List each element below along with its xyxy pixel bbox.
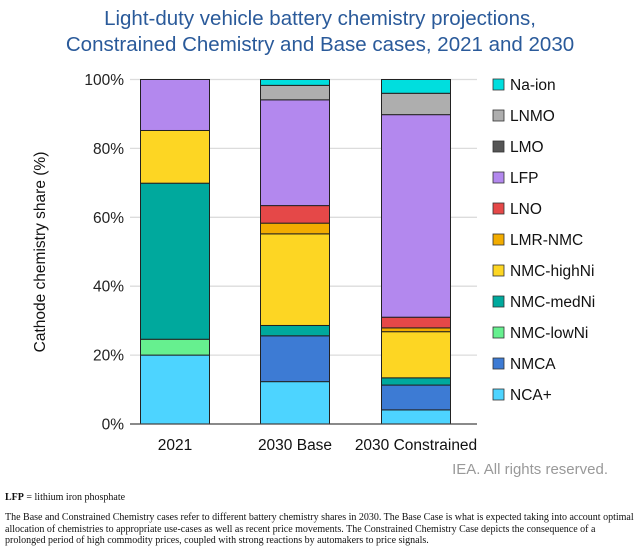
bar-segment-nca- [381,409,451,425]
bar-segment-na-ion [381,79,451,94]
bar-segment-lno [381,316,451,329]
x-tick-label: 2030 Base [258,437,332,454]
bar-segment-nmc-medni [381,377,451,386]
stacked-bar-chart: 0% 20% 40% 60% 80% 100% Cathode chemistry shar… [32,72,595,454]
cases-note: The Base and Constrained Chemistry cases… [5,512,634,546]
bar-segment-lno [260,205,330,224]
chart-title-line-1: Light-duty vehicle battery chemistry pro… [104,7,536,30]
legend-label: NMC-lowNi [510,325,588,342]
legend-label: NMC-medNi [510,294,595,311]
legend-swatch [492,388,505,401]
bar-segment-na-ion [260,79,330,86]
abbrev-definition: = lithium iron phosphate [23,492,126,503]
legend-label: LNMO [510,108,555,125]
legend-label: LFP [510,170,538,187]
bar-segment-nmca [260,335,330,383]
legend-label: LNO [510,201,542,218]
legend-label: LMR-NMC [510,232,583,249]
legend-swatch [492,233,505,246]
y-tick-label: 0% [102,417,125,434]
legend-swatch [492,202,505,215]
abbrev-term: LFP [5,492,24,503]
legend-swatch [492,326,505,339]
bar-segment-nca- [260,381,330,425]
bar-segment-nca- [140,354,210,425]
bar-segment-nmc-highni [381,331,451,379]
bar-segment-lnmo [381,92,451,116]
y-tick-label: 60% [93,210,124,227]
bar-segment-lmr-nmc [381,327,451,333]
credit-text: IEA. All rights reserved. [452,461,608,478]
bar-segment-nmc-lowni [140,338,210,356]
legend-swatch [492,140,505,153]
legend-label: LMO [510,139,544,156]
y-tick-label: 20% [93,348,124,365]
bar-segment-lfp [260,99,330,207]
x-tick-label: 2021 [158,437,192,454]
legend-swatch [492,78,505,91]
bar-segment-lnmo [260,84,330,101]
legend-swatch [492,264,505,277]
legend-swatch [492,109,505,122]
legend-label: NMC-highNi [510,263,594,280]
bar-segment-nmc-medni [140,182,210,340]
bar-segment-nmca [381,384,451,411]
legend-label: NCA+ [510,387,552,404]
chart-title-line-2: Constrained Chemistry and Base cases, 20… [65,33,575,56]
legend-label: Na-ion [510,77,556,94]
legend-swatch [492,171,505,184]
y-tick-label: 80% [93,141,124,158]
legend-label: NMCA [510,356,556,373]
bar-segment-nmc-highni [140,129,210,184]
y-tick-label: 100% [84,72,124,89]
bar-segment-lmr-nmc [260,222,330,235]
y-axis-label: Cathode chemistry share (%) [32,152,49,353]
bar-segment-lfp [381,114,451,318]
chart-title: Light-duty vehicle battery chemistry pro… [0,6,640,58]
bar-segment-lfp [140,79,210,131]
y-tick-label: 40% [93,279,124,296]
legend-swatch [492,357,505,370]
x-tick-label: 2030 Constrained [355,437,477,454]
legend-swatch [492,295,505,308]
abbreviation-note: LFP = lithium iron phosphate [5,492,125,504]
bar-segment-nmc-highni [260,233,330,326]
bar-segment-nmc-medni [260,324,330,337]
